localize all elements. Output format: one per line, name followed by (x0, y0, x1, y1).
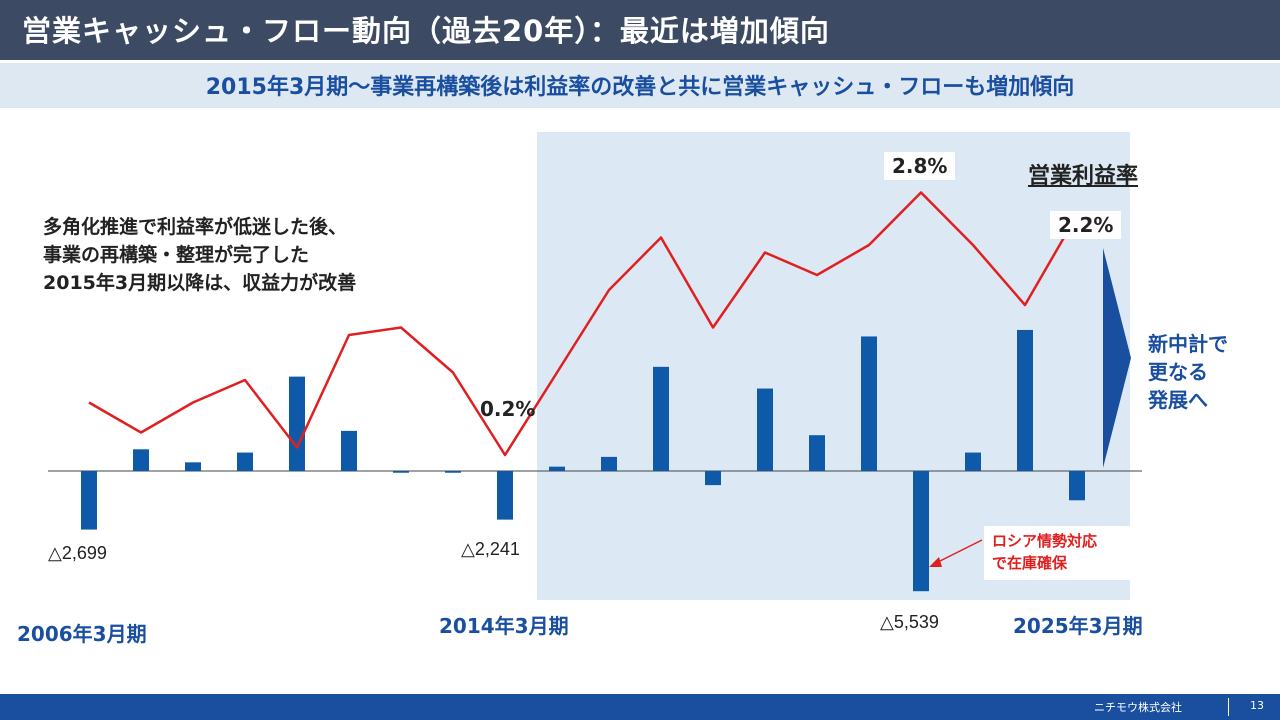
cf-bar (445, 471, 461, 473)
cf-bar (549, 466, 565, 471)
callout-arrow-head (929, 557, 942, 567)
plan-line: 新中計で (1148, 332, 1228, 356)
callout-line: で在庫確保 (992, 554, 1068, 572)
callout-line: ロシア情勢対応 (992, 532, 1098, 550)
period-label-end: 2025年3月期 (1013, 614, 1143, 638)
footer-bar: ニチモウ株式会社 13 (0, 694, 1280, 720)
margin-label-2014: 0.2% (480, 397, 536, 421)
title-bar: 営業キャッシュ・フロー動向（過去20年）：最近は増加傾向 (0, 0, 1280, 60)
future-arrow (1103, 248, 1131, 468)
legend-margin-label: 営業利益率 (1028, 164, 1139, 189)
description-line: 2015年3月期以降は、収益力が改善 (43, 272, 357, 294)
company-name: ニチモウ株式会社 (1094, 701, 1182, 714)
description-line: 多角化推進で利益率が低迷した後、 (43, 216, 348, 238)
callout-arrow-line (933, 539, 983, 565)
cf-bar (913, 471, 929, 592)
cf-bar (393, 471, 409, 473)
cf-bar (185, 462, 201, 471)
page-number: 13 (1250, 699, 1264, 712)
future-plan-text: 新中計で 更なる 発展へ (1148, 330, 1228, 414)
subtitle-bar: 2015年3月期～事業再構築後は利益率の改善と共に営業キャッシュ・フローも増加傾… (0, 63, 1280, 108)
cf-bar (237, 452, 253, 471)
cf-bar (81, 471, 97, 530)
cf-bar (809, 435, 825, 471)
cf-bar (133, 449, 149, 471)
period-label-mid: 2014年3月期 (439, 614, 569, 638)
cf-bar (861, 336, 877, 471)
cf-bar (1017, 329, 1033, 471)
description-line: 事業の再構築・整理が完了した (43, 244, 310, 266)
plan-line: 更なる (1148, 360, 1208, 384)
cf-bar (497, 471, 513, 520)
page-subtitle: 2015年3月期～事業再構築後は利益率の改善と共に営業キャッシュ・フローも増加傾… (205, 75, 1075, 100)
plan-line: 発展へ (1148, 388, 1208, 412)
period-label-start: 2006年3月期 (17, 622, 147, 646)
cf-bar (601, 456, 617, 471)
cf-bar (653, 366, 669, 471)
russia-callout: ロシア情勢対応 で在庫確保 (984, 526, 1130, 580)
cf-bar (965, 452, 981, 471)
neg-label-2014: △2,241 (461, 539, 520, 559)
margin-label-peak: 2.8% (884, 152, 956, 180)
cf-bar (341, 430, 357, 471)
description-text: 多角化推進で利益率が低迷した後、 事業の再構築・整理が完了した 2015年3月期… (43, 213, 356, 297)
cf-bar (289, 376, 305, 471)
neg-label-2006: △2,699 (48, 543, 107, 563)
margin-label-2025: 2.2% (1050, 211, 1122, 239)
margin-line (88, 191, 1079, 457)
footer-divider (1228, 698, 1229, 716)
neg-label-peak: △5,539 (880, 612, 939, 632)
cf-bar (705, 471, 721, 486)
cf-bar (1069, 471, 1085, 501)
cf-bar (757, 388, 773, 471)
page-title: 営業キャッシュ・フロー動向（過去20年）：最近は増加傾向 (22, 14, 830, 48)
